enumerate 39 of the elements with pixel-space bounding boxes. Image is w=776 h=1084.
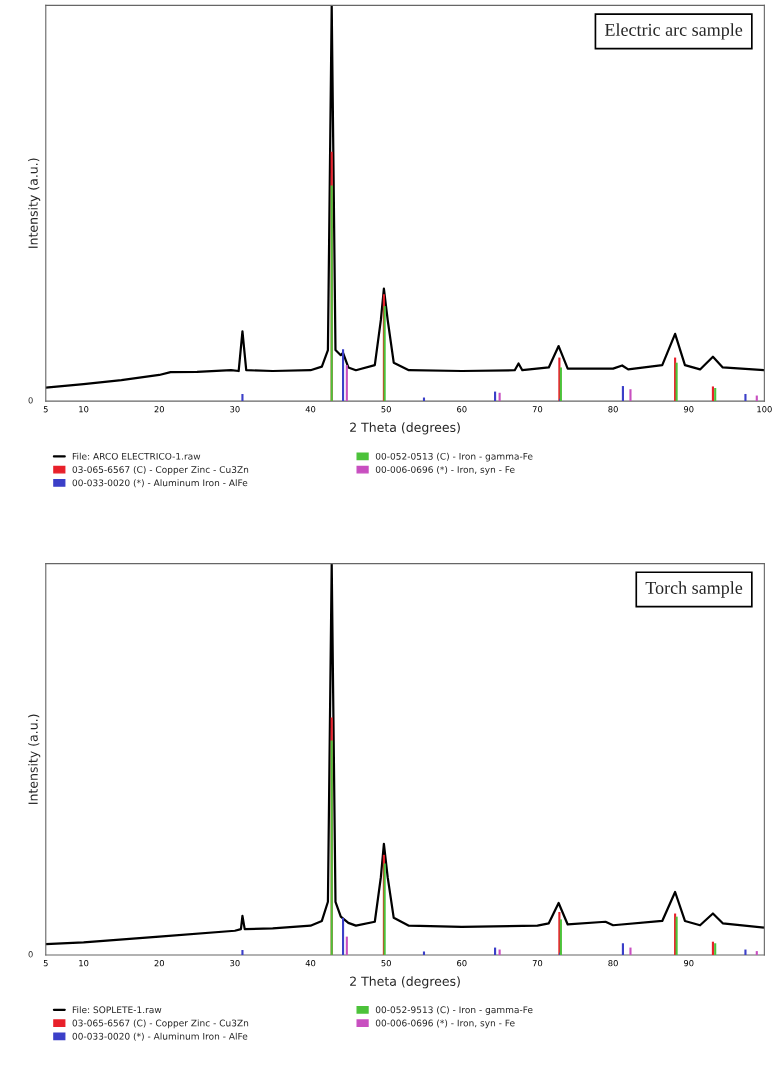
y-axis-title: Intensity (a.u.) <box>28 714 41 804</box>
legend-label: 00-033-0020 (*) - Aluminum Iron - AlFe <box>72 1032 248 1041</box>
x-tick-label: 60 <box>457 960 467 967</box>
x-tick-label: 70 <box>532 960 543 967</box>
x-tick-label: 5 <box>43 960 48 967</box>
x-tick-label: 70 <box>532 406 543 413</box>
x-tick-label: 40 <box>305 960 316 967</box>
legend-label: File: ARCO ELECTRICO-1.raw <box>72 452 201 460</box>
x-axis-title: 2 Theta (degrees) <box>350 422 460 435</box>
x-tick-label: 50 <box>381 960 391 967</box>
x-tick-label: 60 <box>457 406 467 413</box>
x-tick-label: 80 <box>608 406 618 413</box>
x-tick-label: 20 <box>154 406 164 413</box>
x-tick-label: 30 <box>230 406 240 413</box>
x-tick-label: 90 <box>683 960 694 967</box>
text: 0 <box>28 397 33 404</box>
text: 0 <box>28 951 33 958</box>
legend-label: 03-065-6567 (C) - Copper Zinc - Cu3Zn <box>72 1019 249 1029</box>
x-tick-label: 10 <box>79 406 89 413</box>
x-tick-label: 20 <box>154 960 164 967</box>
x-tick-label: 90 <box>683 406 694 413</box>
legend-label: 00-006-0696 (*) - Iron, syn - Fe <box>375 465 515 475</box>
legend-label: File: SOPLETE-1.raw <box>72 1006 162 1014</box>
y-axis-title: Intensity (a.u.) <box>28 158 41 248</box>
x-axis-title: 2 Theta (degrees) <box>350 976 460 989</box>
legend-label: 03-065-6567 (C) - Copper Zinc - Cu3Zn <box>72 465 249 475</box>
x-tick-label: 50 <box>381 406 391 413</box>
legend-label: 00-033-0020 (*) - Aluminum Iron - AlFe <box>72 479 248 488</box>
x-tick-label: 10 <box>79 960 89 967</box>
x-tick-label: 40 <box>305 406 316 413</box>
x-tick-label: 100 <box>757 406 772 413</box>
legend-label: 00-052-9513 (C) - Iron - gamma-Fe <box>375 1006 533 1015</box>
x-tick-label: 30 <box>230 960 240 967</box>
x-tick-label: 80 <box>608 960 618 967</box>
annotation: Electric arc sample <box>604 23 743 40</box>
legend-label: 00-052-0513 (C) - Iron - gamma-Fe <box>375 452 533 462</box>
x-tick-label: 5 <box>43 406 48 413</box>
annotation: Torch sample <box>645 581 743 598</box>
legend-label: 00-006-0696 (*) - Iron, syn - Fe <box>375 1019 515 1029</box>
